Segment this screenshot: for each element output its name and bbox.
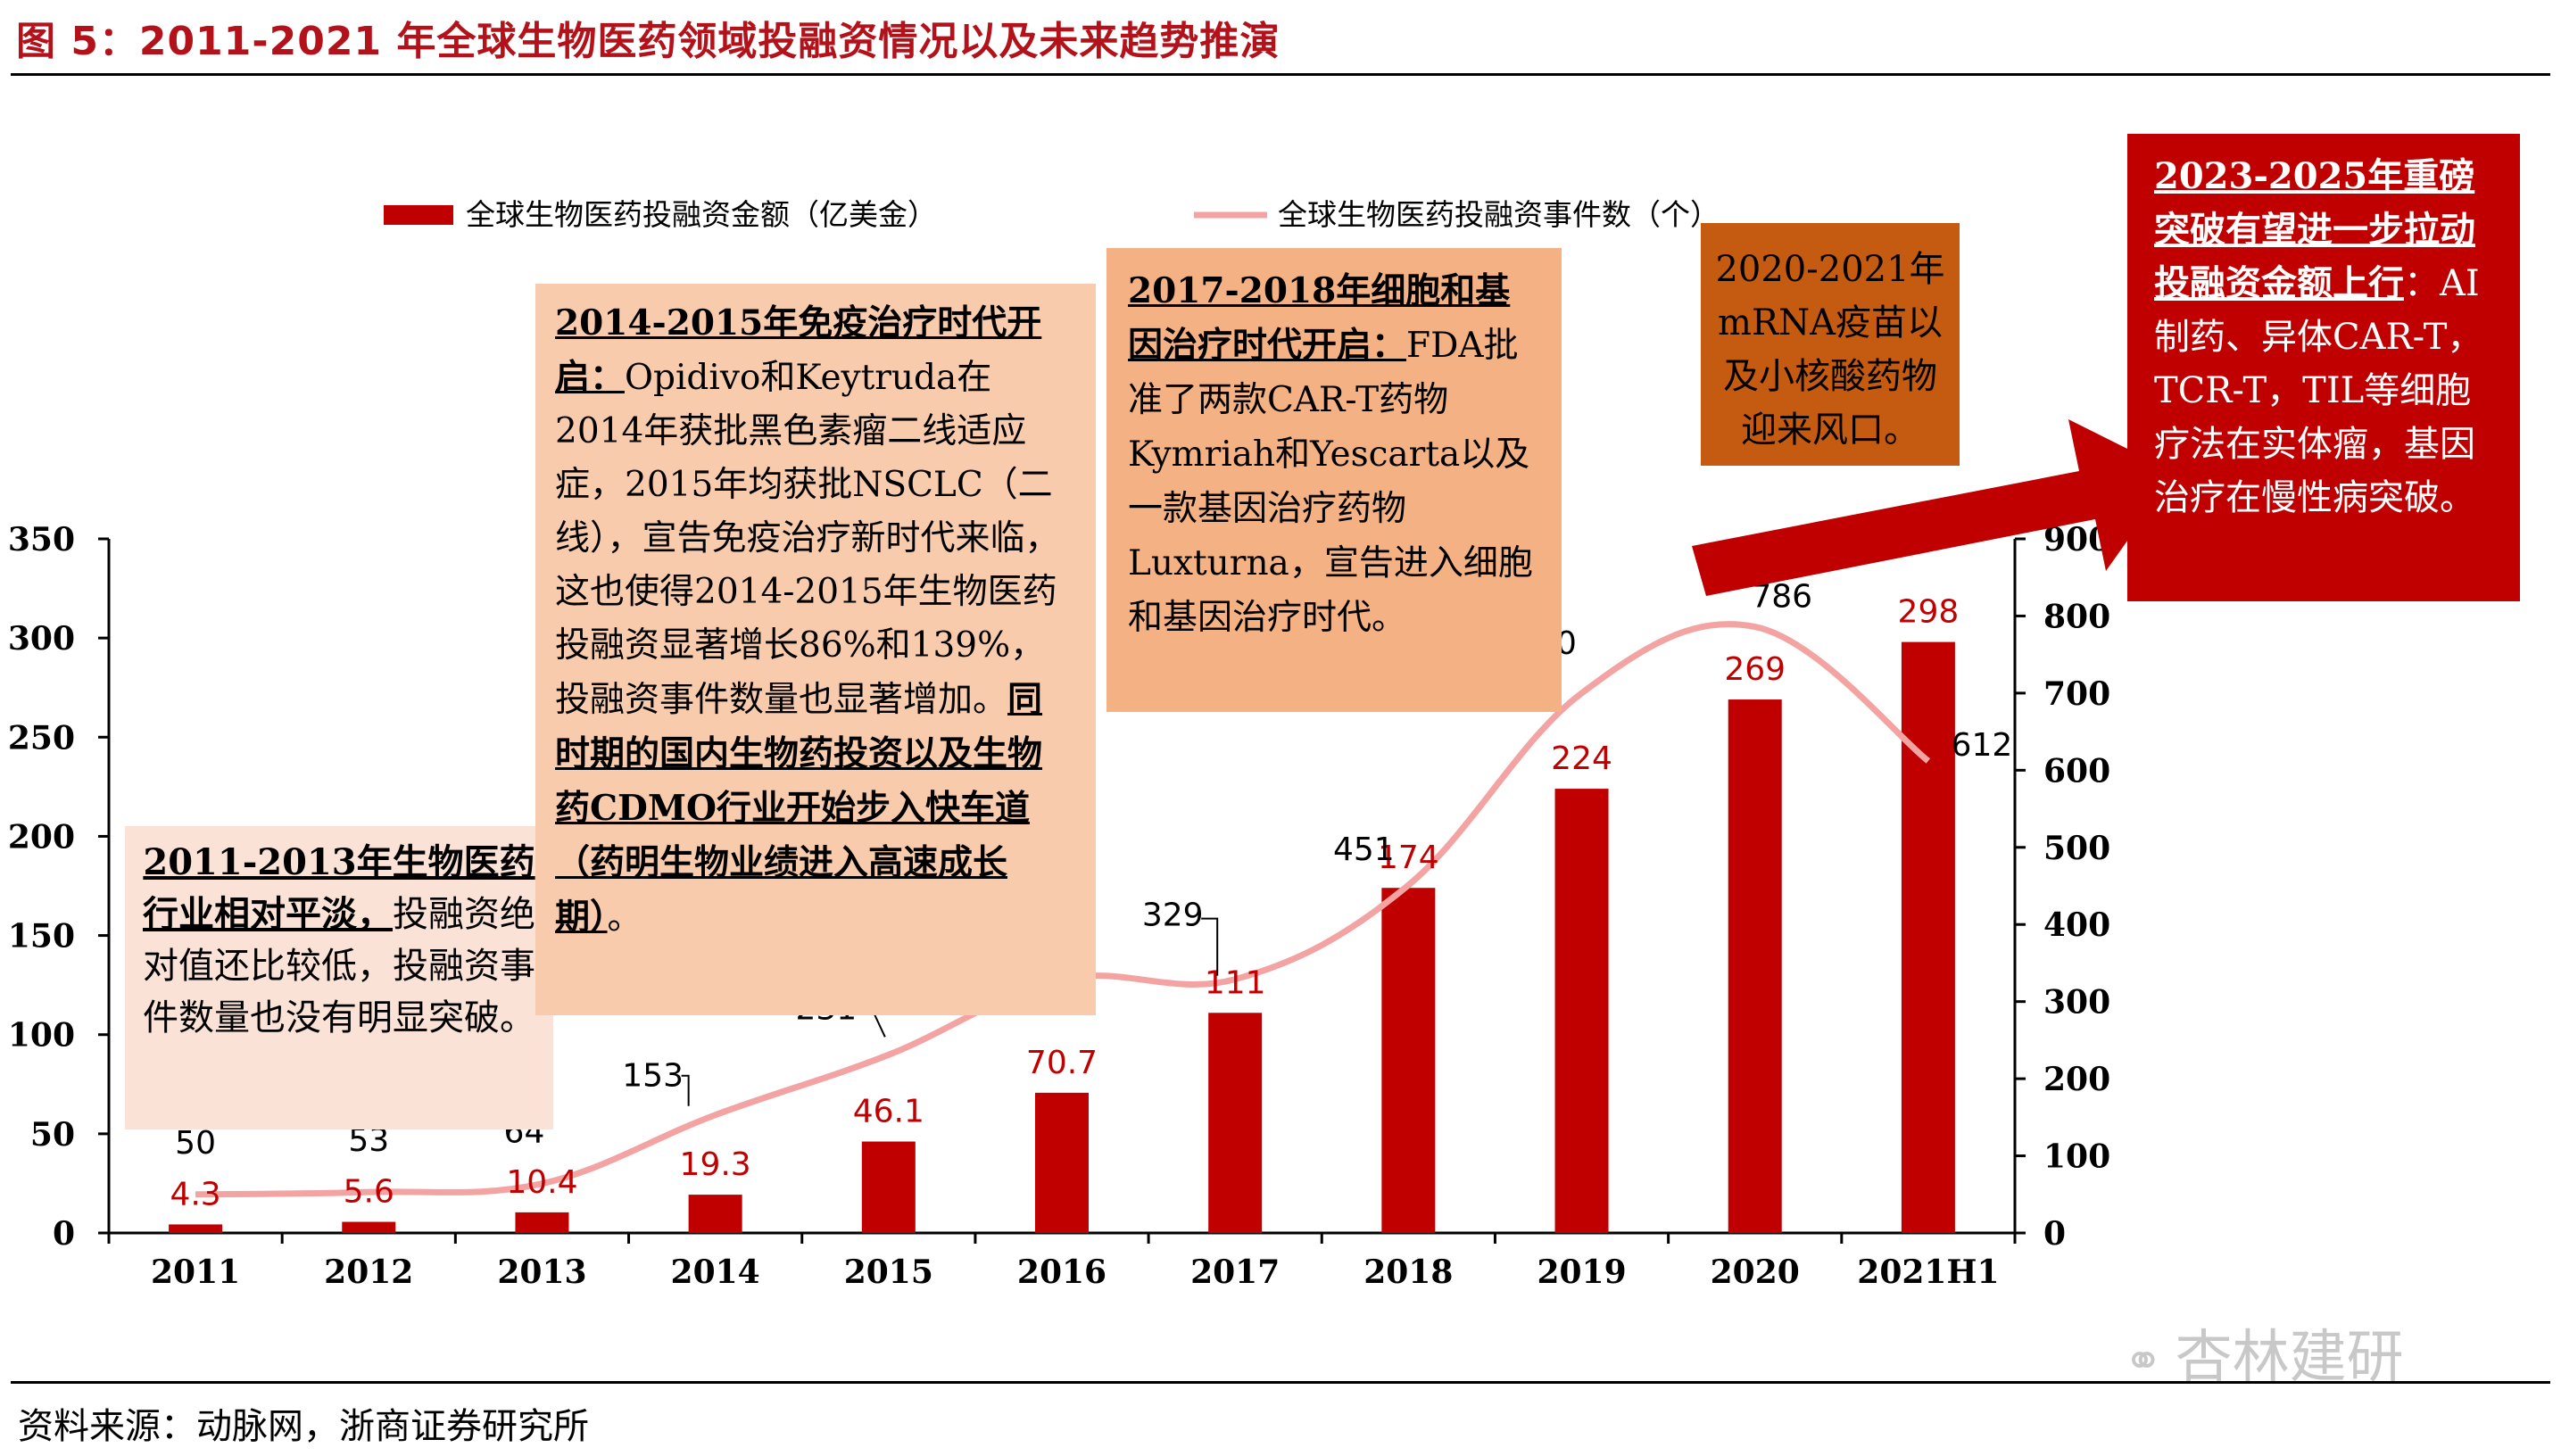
bar <box>1554 789 1609 1233</box>
box4-body: 2020-2021年mRNA疫苗以及小核酸药物迎来风口。 <box>1715 249 1945 451</box>
bar-value-label: 4.3 <box>170 1176 220 1212</box>
annotation-box-2017-2018: 2017-2018年细胞和基因治疗时代开启：FDA批准了两款CAR-T药物Kym… <box>1106 248 1562 712</box>
x-tick-label: 2014 <box>671 1253 760 1291</box>
x-tick-label: 2019 <box>1537 1253 1626 1291</box>
footer-rule <box>11 1381 2550 1384</box>
bar-value-label: 269 <box>1724 651 1786 688</box>
bar <box>688 1195 742 1233</box>
right-tick-label: 500 <box>2043 830 2110 867</box>
line-value-label: 451 <box>1333 831 1395 868</box>
left-tick-label: 250 <box>8 719 75 757</box>
x-tick-label: 2018 <box>1363 1253 1453 1291</box>
left-tick-label: 100 <box>8 1017 75 1055</box>
bar <box>1208 1013 1263 1233</box>
trend-arrow <box>1692 419 2176 596</box>
box2-bold: 同时期的国内生物药投资以及生物药CDMO行业开始步入快车道（药明生物业绩进入高速… <box>555 679 1043 938</box>
annotation-box-2014-2015: 2014-2015年免疫治疗时代开启：Opidivo和Keytruda在2014… <box>535 284 1096 1015</box>
annotation-box-2011-2013: 2011-2013年生物医药行业相对平淡，投融资绝对值还比较低，投融资事件数量也… <box>125 826 553 1129</box>
box2-head: 2014-2015年免疫治疗时代开启： <box>555 302 1042 398</box>
x-tick-label: 2015 <box>844 1253 933 1291</box>
bar-value-label: 10.4 <box>506 1164 577 1201</box>
bar <box>169 1224 223 1233</box>
bar <box>1728 699 1782 1233</box>
figure-title: 图 5：2011-2021 年全球生物医药领域投融资情况以及未来趋势推演 <box>16 19 1280 64</box>
label-leader-line <box>681 1074 690 1106</box>
wechat-icon: ⚭ <box>2124 1335 2163 1388</box>
right-tick-label: 600 <box>2043 752 2110 790</box>
box3-body: FDA批准了两款CAR-T药物Kymriah和Yescarta以及一款基因治疗药… <box>1128 326 1533 638</box>
box5-head: 2023-2025年重磅突破有望进一步拉动投融资金额上行 <box>2154 155 2475 304</box>
bar-value-label: 5.6 <box>344 1174 394 1211</box>
right-tick-label: 400 <box>2043 906 2110 944</box>
x-tick-label: 2011 <box>151 1253 240 1291</box>
line-value-label: 50 <box>175 1125 216 1162</box>
annotation-box-2023-2025: 2023-2025年重磅突破有望进一步拉动投融资金额上行：AI制药、异体CAR-… <box>2127 134 2520 601</box>
left-tick-label: 50 <box>30 1116 75 1154</box>
right-tick-label: 700 <box>2043 675 2110 713</box>
x-tick-label: 2020 <box>1711 1253 1800 1291</box>
bar <box>861 1141 916 1233</box>
bar-value-label: 70.7 <box>1026 1045 1098 1081</box>
right-tick-label: 200 <box>2043 1061 2110 1098</box>
line-value-label: 612 <box>1952 727 2013 764</box>
watermark-text: 杏林建研 <box>2175 1325 2404 1391</box>
line-value-label: 329 <box>1142 898 1204 934</box>
bar-value-label: 224 <box>1551 740 1612 777</box>
bar <box>1035 1092 1089 1233</box>
box3-head: 2017-2018年细胞和基因治疗时代开启： <box>1128 270 1511 366</box>
right-tick-label: 0 <box>2043 1215 2066 1253</box>
bar <box>1381 888 1436 1233</box>
bar <box>1901 641 1955 1233</box>
left-tick-label: 350 <box>8 521 75 558</box>
box1-head: 2011-2013年生物医药行业相对平淡， <box>143 841 535 935</box>
left-tick-label: 150 <box>8 918 75 956</box>
bar-value-label: 111 <box>1205 964 1266 1001</box>
x-tick-label: 2016 <box>1017 1253 1106 1291</box>
bar-value-label: 298 <box>1898 594 1960 631</box>
box1-body: 投融资绝对值还比较低，投融资事件数量也没有明显突破。 <box>143 894 535 1038</box>
x-tick-label: 2012 <box>324 1253 413 1291</box>
x-tick-label: 2021H1 <box>1857 1253 1999 1291</box>
source-note: 资料来源：动脉网，浙商证券研究所 <box>18 1406 589 1447</box>
legend-bar-swatch <box>384 205 453 225</box>
box5-body: ：AI制药、异体CAR-T，TCR-T，TIL等细胞疗法在实体瘤，基因治疗在慢性… <box>2154 263 2483 518</box>
legend-line-label: 全球生物医药投融资事件数（个） <box>1278 197 1720 232</box>
title-rule <box>11 73 2550 76</box>
x-tick-label: 2017 <box>1190 1253 1280 1291</box>
box2-body: Opidivo和Keytruda在2014年获批黑色素瘤二线适应症，2015年均… <box>555 358 1060 720</box>
annotation-box-2020-2021: 2020-2021年mRNA疫苗以及小核酸药物迎来风口。 <box>1701 223 1960 466</box>
watermark: ⚭ 杏林建研 <box>2124 1311 2404 1394</box>
right-tick-label: 300 <box>2043 984 2110 1022</box>
x-tick-label: 2013 <box>497 1253 586 1291</box>
left-tick-label: 0 <box>53 1215 75 1253</box>
label-leader-line <box>1201 917 1219 976</box>
bar-value-label: 46.1 <box>853 1094 924 1130</box>
bar-value-label: 174 <box>1378 840 1439 876</box>
legend-bar-label: 全球生物医药投融资金额（亿美金） <box>466 197 937 232</box>
bar <box>515 1212 569 1233</box>
right-tick-label: 100 <box>2043 1138 2110 1176</box>
bar-value-label: 19.3 <box>680 1146 751 1183</box>
line-value-label: 153 <box>622 1058 684 1095</box>
right-tick-label: 800 <box>2043 598 2110 635</box>
bar <box>342 1221 396 1233</box>
left-tick-label: 300 <box>8 620 75 658</box>
box2-tail: 。 <box>607 898 642 938</box>
left-tick-label: 200 <box>8 818 75 856</box>
